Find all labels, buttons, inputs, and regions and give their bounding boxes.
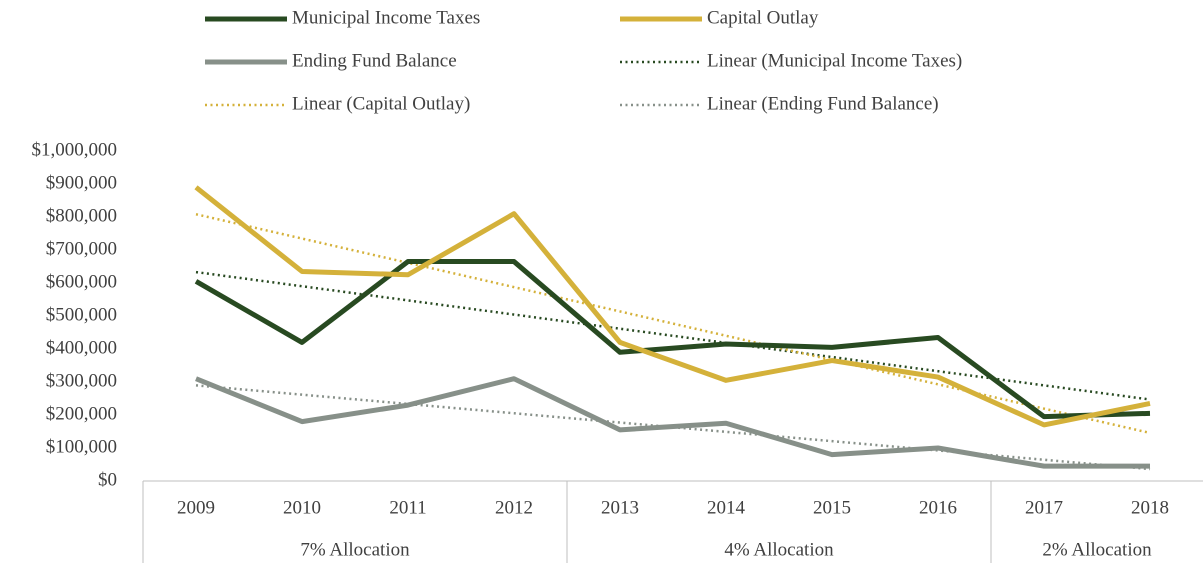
series-line bbox=[195, 376, 1150, 469]
legend-label: Municipal Income Taxes bbox=[292, 7, 480, 28]
legend-label: Capital Outlay bbox=[707, 7, 819, 28]
y-tick-label: $100,000 bbox=[46, 436, 117, 457]
x-tick-label: 2013 bbox=[601, 497, 639, 518]
y-tick-label: $1,000,000 bbox=[32, 139, 118, 160]
x-tick-label: 2014 bbox=[707, 497, 746, 518]
y-tick-label: $500,000 bbox=[46, 304, 117, 325]
group-label: 4% Allocation bbox=[724, 539, 834, 560]
legend-label: Linear (Capital Outlay) bbox=[292, 93, 470, 114]
y-tick-label: $900,000 bbox=[46, 172, 117, 193]
y-tick-label: $700,000 bbox=[46, 238, 117, 259]
legend-label: Linear (Municipal Income Taxes) bbox=[707, 50, 962, 71]
x-tick-label: 2017 bbox=[1025, 497, 1063, 518]
x-tick-label: 2009 bbox=[177, 497, 215, 518]
x-tick-label: 2015 bbox=[813, 497, 851, 518]
trendline bbox=[195, 213, 1151, 435]
series-line bbox=[194, 185, 1151, 428]
group-label: 7% Allocation bbox=[300, 539, 410, 560]
x-tick-label: 2011 bbox=[389, 497, 426, 518]
x-tick-label: 2010 bbox=[283, 497, 321, 518]
legend-label: Ending Fund Balance bbox=[292, 50, 457, 71]
y-tick-label: $200,000 bbox=[46, 403, 117, 424]
x-tick-label: 2012 bbox=[495, 497, 533, 518]
series-line bbox=[194, 259, 1151, 420]
group-label: 2% Allocation bbox=[1042, 539, 1152, 560]
y-tick-label: $400,000 bbox=[46, 337, 117, 358]
y-tick-label: $800,000 bbox=[46, 205, 117, 226]
y-tick-label: $0 bbox=[98, 469, 117, 490]
x-tick-label: 2016 bbox=[919, 497, 957, 518]
y-tick-label: $300,000 bbox=[46, 370, 117, 391]
legend-label: Linear (Ending Fund Balance) bbox=[707, 93, 939, 114]
x-tick-label: 2018 bbox=[1131, 497, 1169, 518]
y-tick-label: $600,000 bbox=[46, 271, 117, 292]
trendline bbox=[195, 270, 1151, 401]
